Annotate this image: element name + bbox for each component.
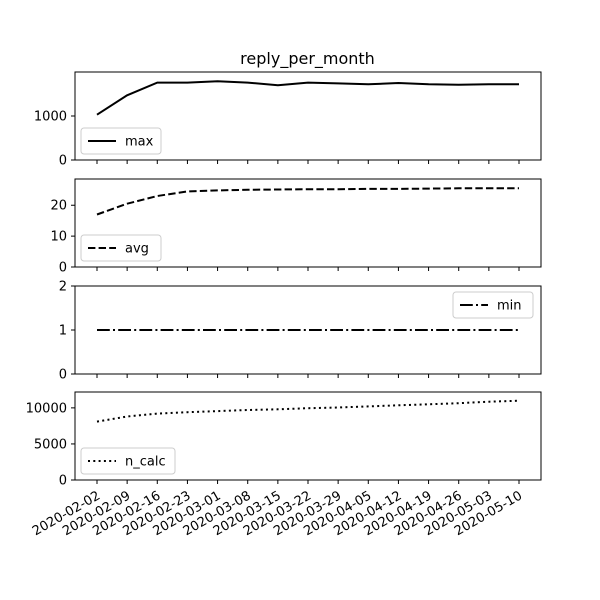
panel-2: 0 10 20 avg [50, 178, 542, 276]
y-tick-label: 0 [59, 154, 67, 169]
y-tick-label: 0 [59, 261, 67, 276]
y-tick-label: 0 [59, 368, 67, 383]
panel-1: 0 1000 max [34, 71, 542, 169]
x-axis-labels: 2020-02-022020-02-092020-02-162020-02-23… [30, 488, 525, 539]
legend: min [452, 291, 534, 319]
y-tick-label: 10000 [26, 401, 67, 416]
panel-4: 0 5000 10000 n_calc [26, 391, 542, 489]
legend: avg [80, 234, 162, 262]
series-line-max [96, 80, 519, 116]
y-tick-label: 0 [59, 474, 67, 489]
y-tick-label: 20 [50, 199, 67, 214]
series-line-avg [96, 187, 519, 216]
panel-3: 0 1 2 min [59, 280, 542, 383]
legend: n_calc [80, 447, 176, 475]
legend-label: min [497, 299, 522, 314]
plot-area: 0 1000 max 0 10 20 avg 0 1 2 min 0 5000 10000 n_calc 20… [26, 71, 542, 539]
legend-box [452, 291, 534, 319]
y-tick-label: 2 [59, 280, 67, 295]
y-tick-label: 1000 [34, 110, 67, 125]
legend-label: n_calc [125, 455, 166, 470]
legend-label: avg [125, 242, 149, 257]
legend-box [80, 234, 162, 262]
legend-box [80, 447, 176, 475]
chart-title: reply_per_month [240, 49, 375, 69]
y-tick-label: 10 [50, 230, 67, 245]
y-tick-label: 1 [59, 324, 67, 339]
legend-box [80, 127, 162, 155]
legend: max [80, 127, 162, 155]
legend-label: max [125, 135, 154, 150]
y-tick-label: 5000 [34, 437, 67, 452]
